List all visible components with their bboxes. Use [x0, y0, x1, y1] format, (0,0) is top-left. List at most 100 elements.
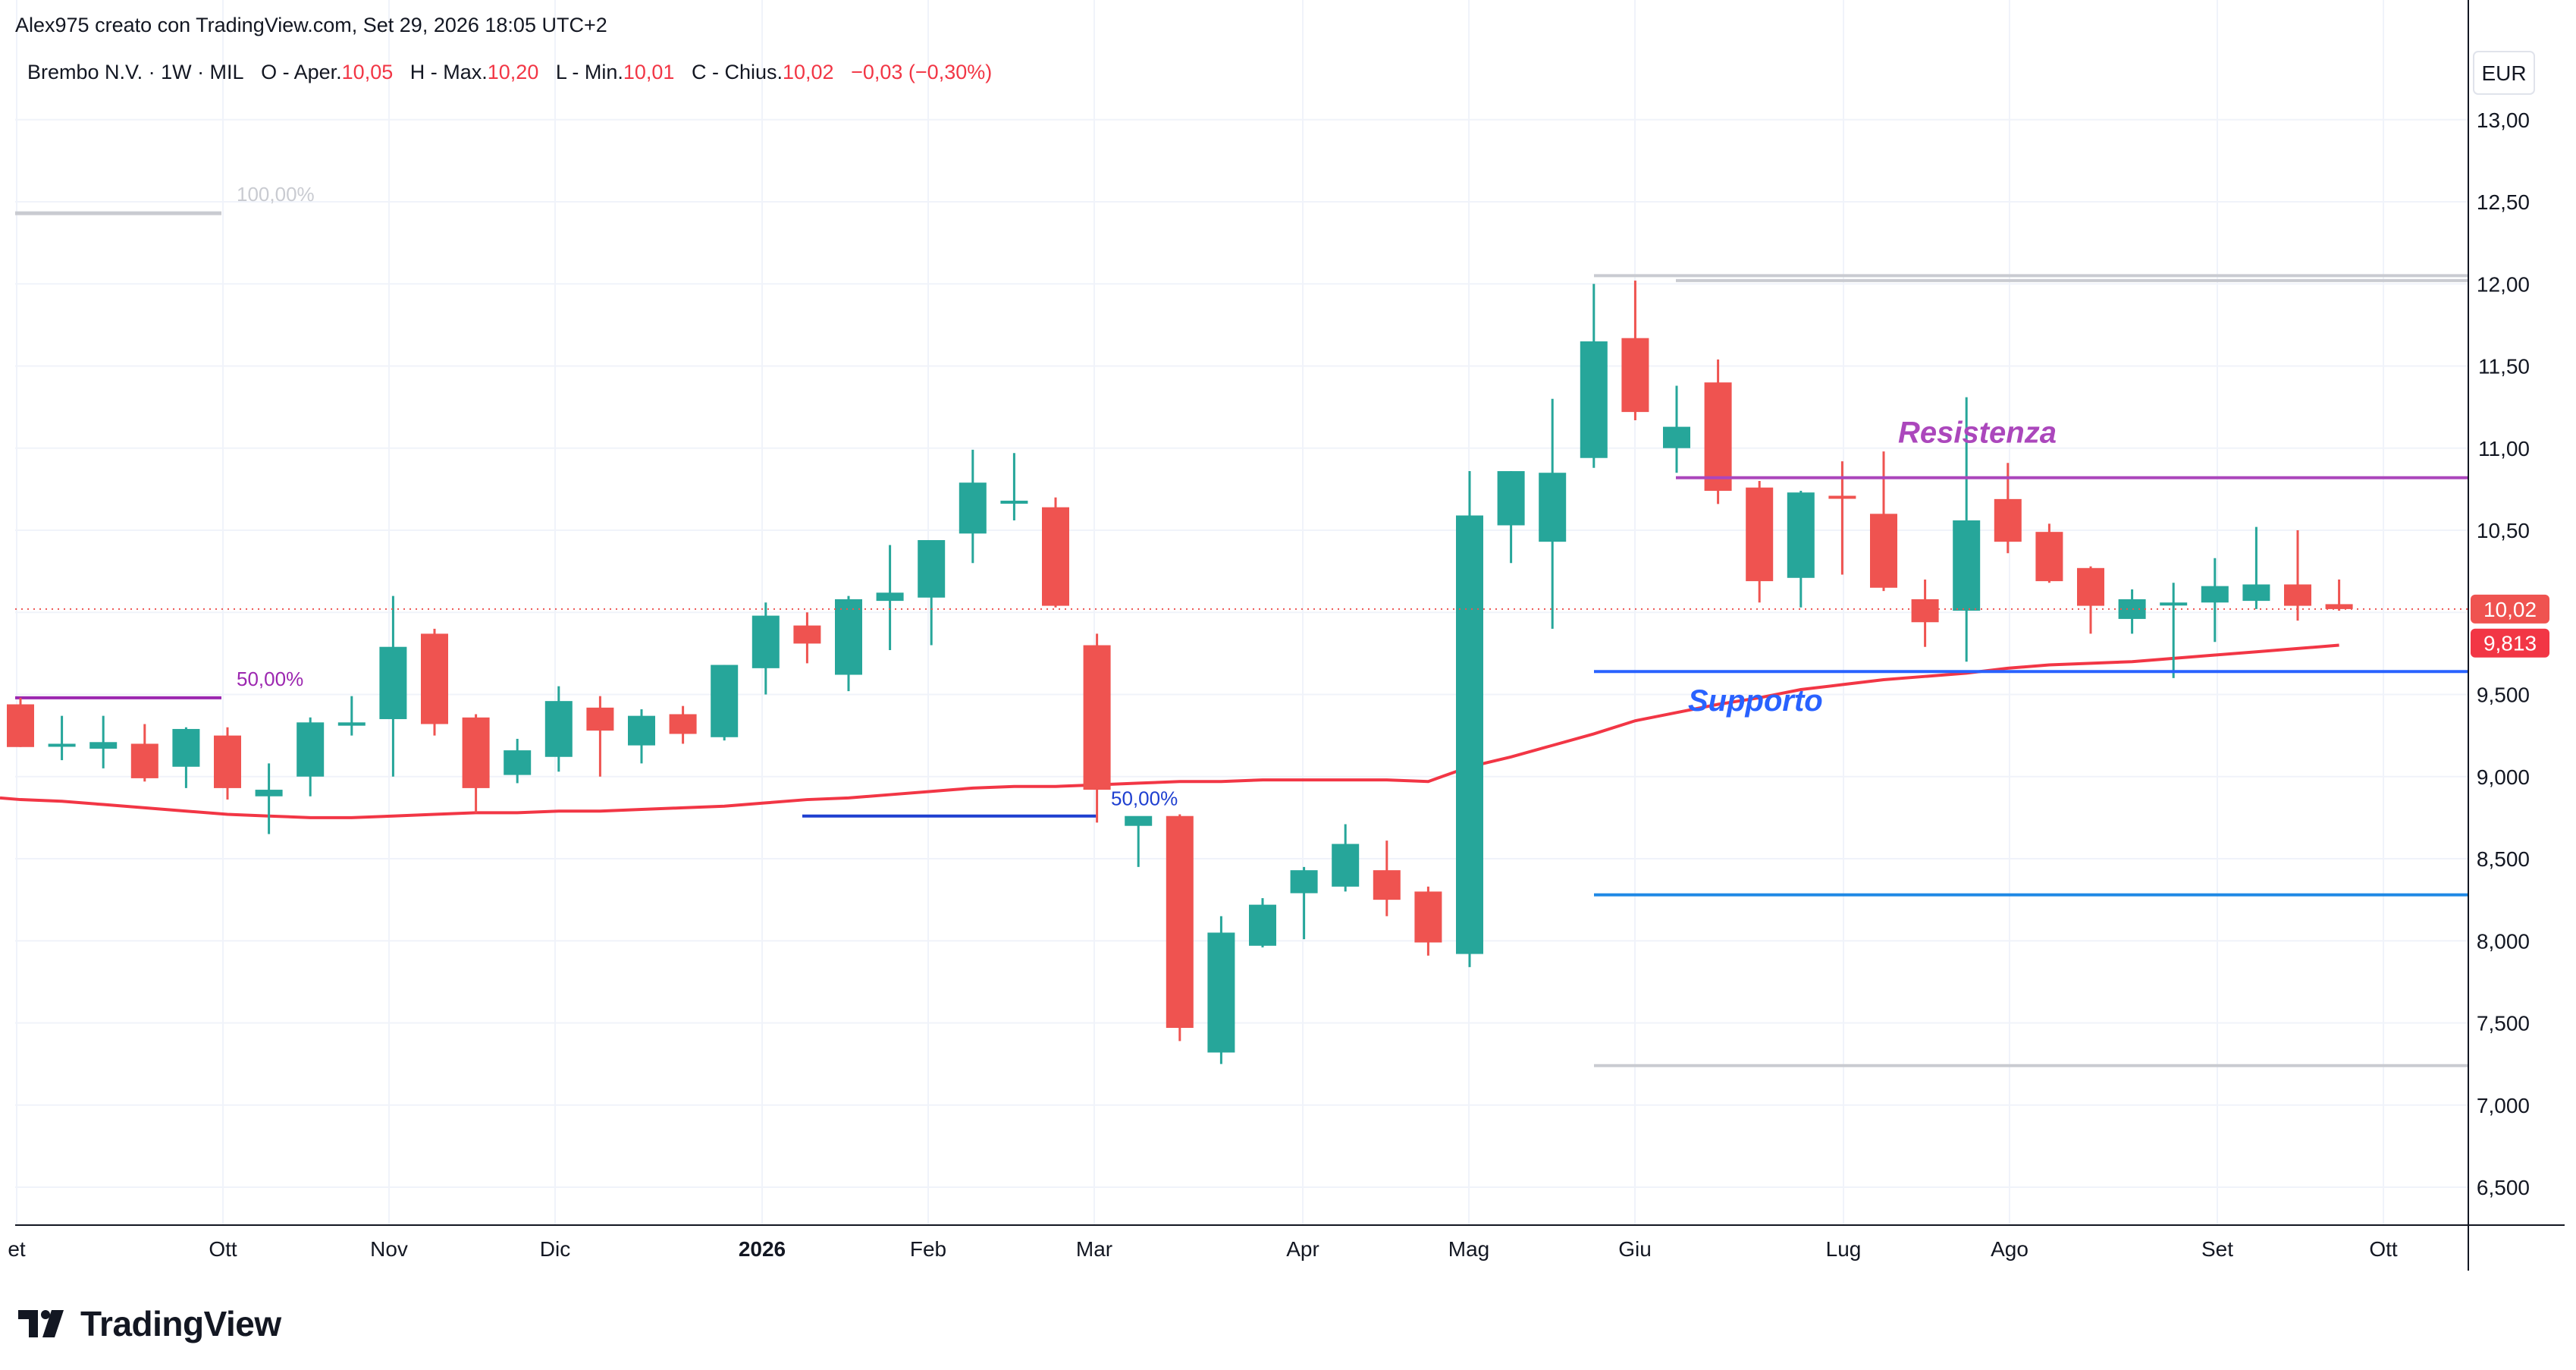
candle-body	[1083, 645, 1111, 790]
candle-body	[586, 707, 614, 731]
candle-body	[214, 735, 241, 788]
price-tick: 8,500	[2477, 847, 2530, 871]
candle-body	[1953, 520, 1981, 611]
candle-body	[1414, 891, 1442, 943]
candle-body	[959, 482, 987, 534]
currency-label: EUR	[2481, 61, 2526, 85]
ma-value-badge	[2471, 628, 2549, 658]
price-tick: 6,500	[2477, 1176, 2530, 1199]
date-tick: Apr	[1286, 1237, 1319, 1261]
candle-body	[793, 625, 821, 644]
candle-body	[1746, 487, 1774, 582]
price-tick: 7,500	[2477, 1012, 2530, 1035]
price-tick: 7,000	[2477, 1094, 2530, 1117]
date-tick: Ago	[1991, 1237, 2028, 1261]
candle-body	[2325, 604, 2353, 609]
tradingview-logo-icon	[18, 1310, 64, 1337]
candle-body	[1497, 471, 1525, 526]
ma-value: 9,813	[2483, 632, 2537, 655]
date-tick: Ott	[209, 1237, 237, 1261]
candle-body	[297, 722, 325, 777]
candle-body	[48, 743, 76, 747]
date-tick: Set	[2201, 1237, 2233, 1261]
candle-body	[1539, 473, 1567, 542]
candle-body	[172, 728, 200, 767]
high-value: 10,20	[487, 61, 539, 83]
candle-body	[1166, 815, 1194, 1028]
brand-name: TradingView	[80, 1304, 281, 1343]
candle-body	[1332, 844, 1360, 887]
current-price-badge	[2471, 594, 2549, 624]
candle-body	[1870, 514, 1897, 588]
candle-body	[711, 665, 739, 737]
candle-body	[337, 722, 366, 726]
fib-100-label: 100,00%	[237, 183, 315, 206]
candle-body	[1373, 870, 1401, 900]
candle-body	[1994, 498, 2022, 542]
candles	[7, 280, 2353, 1064]
price-tick: 11,00	[2478, 437, 2530, 460]
candle-body	[669, 714, 697, 734]
fib-50-label-purple: 50,00%	[237, 668, 303, 690]
candle-body	[1456, 515, 1483, 954]
candle-body	[421, 633, 448, 724]
axes: 6,5007,0007,5008,0008,5009,0009,50010,00…	[8, 0, 2565, 1271]
price-tick: 9,500	[2477, 683, 2530, 707]
candle-body	[1042, 507, 1069, 606]
candle-body	[544, 701, 573, 757]
date-tick: Dic	[540, 1237, 570, 1261]
price-tick: 9,000	[2477, 765, 2530, 789]
price-tick: 12,00	[2477, 272, 2530, 296]
fib-lines	[15, 211, 2468, 1067]
candle-body	[1911, 599, 1939, 623]
candle-body	[1787, 492, 1815, 578]
candle-body	[1249, 904, 1276, 946]
close-value: 10,02	[783, 61, 834, 83]
candle-body	[2201, 586, 2229, 603]
support-label: Supporto	[1688, 684, 1823, 718]
annotation-labels: 100,00% 50,00% 50,00% Resistenza Supporto	[237, 183, 2057, 810]
level-lines[interactable]	[15, 476, 2468, 897]
candle-body	[1000, 501, 1028, 504]
candle-body	[130, 743, 158, 778]
candle-body	[255, 790, 283, 797]
resistance-label: Resistenza	[1898, 416, 2057, 450]
candle-body	[7, 704, 34, 747]
tradingview-brand[interactable]: TradingView	[17, 1303, 281, 1344]
candle-body	[2284, 584, 2311, 606]
date-tick: 2026	[739, 1237, 786, 1261]
candle-body	[2035, 532, 2063, 582]
date-tick: Ott	[2369, 1237, 2398, 1261]
candle-body	[1290, 870, 1318, 894]
candle-body	[876, 592, 904, 602]
candle-body	[751, 615, 780, 668]
fib-50-label-blue: 50,00%	[1111, 787, 1178, 810]
candle-body	[1828, 495, 1856, 499]
price-tick: 12,50	[2477, 190, 2530, 214]
date-tick: Nov	[370, 1237, 408, 1261]
low-label: L - Min.	[555, 61, 623, 83]
candle-body	[504, 750, 532, 775]
symbol-name[interactable]: Brembo N.V. · 1W · MIL	[27, 61, 244, 83]
date-tick: Lug	[1826, 1237, 1862, 1261]
open-value: 10,05	[341, 61, 394, 83]
price-tick: 10,50	[2477, 519, 2530, 542]
date-tick: et	[8, 1237, 26, 1261]
candle-body	[835, 599, 862, 675]
candle-body	[1125, 815, 1153, 826]
date-tick: Feb	[910, 1237, 946, 1261]
candle-body	[379, 646, 407, 719]
candle-body	[2242, 584, 2270, 602]
moving-average-line	[0, 643, 2339, 819]
date-tick: Mar	[1076, 1237, 1112, 1261]
candle-body	[1621, 338, 1649, 413]
price-tick: 8,000	[2477, 929, 2530, 953]
grid	[15, 0, 2468, 1225]
date-tick: Mag	[1448, 1237, 1489, 1261]
candle-body	[1207, 932, 1235, 1053]
candle-body	[2077, 567, 2104, 606]
attribution-text: Alex975 creato con TradingView.com, Set …	[15, 14, 607, 36]
candle-body	[1704, 382, 1732, 492]
symbol-ohlc-legend: Brembo N.V. · 1W · MIL O - Aper.10,05 H …	[27, 61, 992, 84]
